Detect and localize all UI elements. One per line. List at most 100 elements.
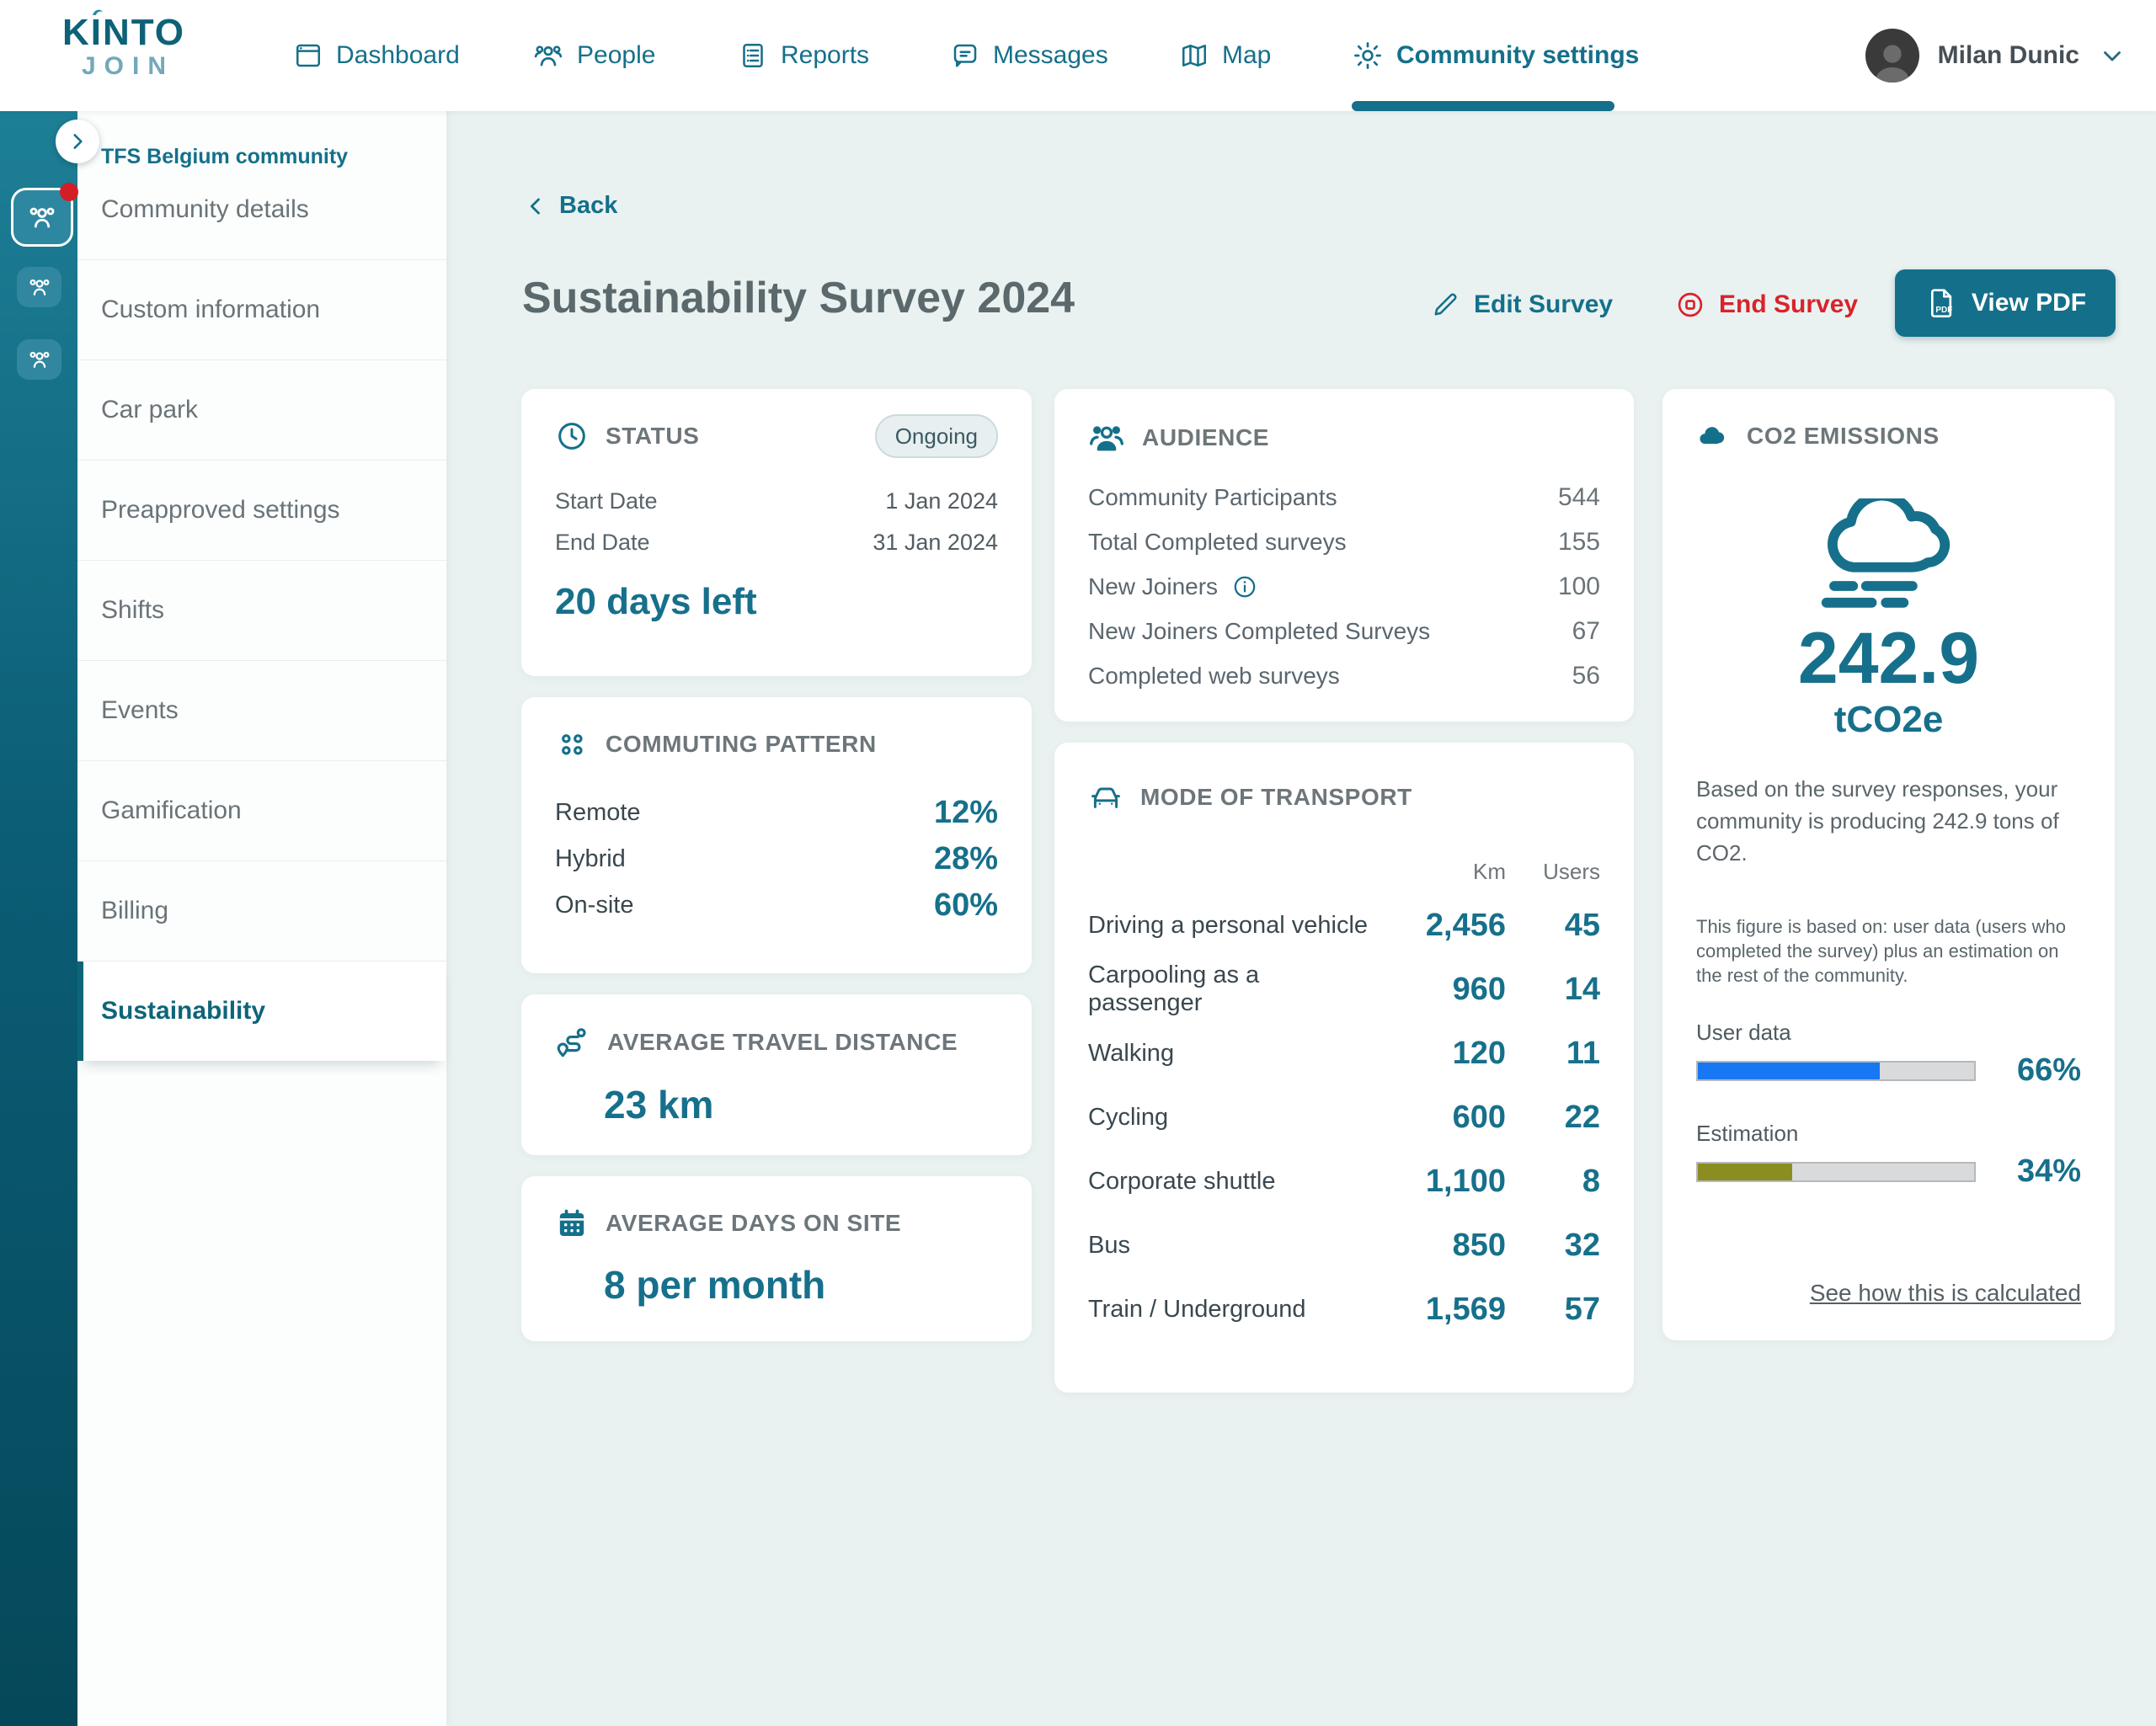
commuting-row-onsite: On-site 60% bbox=[555, 887, 998, 924]
sidebar-collapse-button[interactable] bbox=[56, 120, 99, 163]
commuting-value: 28% bbox=[933, 841, 998, 876]
back-label: Back bbox=[559, 192, 618, 219]
info-icon[interactable] bbox=[1231, 573, 1258, 600]
community-tile-active[interactable] bbox=[11, 183, 78, 247]
status-badge: Ongoing bbox=[874, 414, 998, 458]
kinto-join-logo[interactable]: KINTO JOIN bbox=[61, 9, 187, 81]
back-link[interactable]: Back bbox=[524, 192, 617, 220]
nav-community-settings[interactable]: Community settings bbox=[1352, 0, 1639, 111]
transport-label: Carpooling as a passenger bbox=[1088, 962, 1260, 1016]
notification-dot bbox=[60, 183, 78, 201]
stop-circle-icon bbox=[1678, 292, 1703, 317]
settings-sidebar: TFS Belgium community Community details … bbox=[77, 111, 446, 1726]
user-data-bar-track bbox=[1696, 1060, 1976, 1081]
transport-users: 32 bbox=[1564, 1227, 1600, 1263]
active-nav-underline bbox=[1352, 101, 1614, 111]
estimation-bar-fill bbox=[1698, 1163, 1792, 1180]
audience-value: 100 bbox=[1557, 573, 1600, 600]
logo-swoosh-icon bbox=[92, 9, 103, 15]
main-content: Back Sustainability Survey 2024 Edit Sur… bbox=[446, 111, 2156, 1726]
audience-value: 67 bbox=[1572, 617, 1600, 645]
community-people-icon bbox=[29, 207, 55, 228]
chevron-right-icon bbox=[73, 134, 83, 149]
sidebar-item-shifts[interactable]: Shifts bbox=[77, 561, 446, 661]
sidebar-item-custom-information[interactable]: Custom information bbox=[77, 260, 446, 360]
audience-label: New Joiners bbox=[1088, 573, 1258, 600]
days-title: AVERAGE DAYS ON SITE bbox=[606, 1210, 902, 1236]
commuting-label: Remote bbox=[555, 799, 641, 826]
status-row-start-date: Start Date 1 Jan 2024 bbox=[555, 488, 998, 514]
sidebar-item-billing[interactable]: Billing bbox=[77, 861, 446, 962]
commuting-label: On-site bbox=[555, 892, 634, 919]
user-name: Milan Dunic bbox=[1937, 41, 2079, 69]
transport-column-headers: Km Users bbox=[1088, 859, 1600, 885]
transport-label: Bus bbox=[1088, 1231, 1130, 1259]
edit-survey-label: Edit Survey bbox=[1474, 290, 1614, 318]
column-middle: AUDIENCE Community Participants 544 Tota… bbox=[1054, 389, 1634, 1393]
route-icon bbox=[557, 1028, 586, 1057]
nav-map[interactable]: Map bbox=[1179, 0, 1271, 111]
edit-survey-button[interactable]: Edit Survey bbox=[1430, 271, 1613, 338]
sidebar-item-gamification[interactable]: Gamification bbox=[77, 761, 446, 861]
transport-users: 57 bbox=[1564, 1291, 1600, 1327]
nav-reports[interactable]: Reports bbox=[738, 0, 869, 111]
calendar-icon bbox=[559, 1209, 584, 1236]
transport-km: 600 bbox=[1452, 1099, 1506, 1135]
pencil-icon bbox=[1434, 293, 1457, 316]
community-name[interactable]: TFS Belgium community bbox=[101, 145, 349, 168]
avatar bbox=[1865, 29, 1919, 83]
transport-users: 14 bbox=[1564, 971, 1600, 1007]
sidebar-item-events[interactable]: Events bbox=[77, 661, 446, 761]
status-row-value: 1 Jan 2024 bbox=[885, 488, 998, 514]
user-data-bar-label: User data bbox=[1696, 1020, 1791, 1045]
reports-icon bbox=[743, 43, 763, 68]
view-pdf-button[interactable]: PDF View PDF bbox=[1895, 269, 2116, 337]
community-people-icon bbox=[29, 351, 50, 368]
sidebar-item-sustainability[interactable]: Sustainability bbox=[77, 962, 446, 1061]
audience-value: 56 bbox=[1572, 662, 1600, 690]
messages-icon bbox=[953, 44, 977, 67]
estimation-bar-label: Estimation bbox=[1696, 1121, 1799, 1146]
commuting-title: COMMUTING PATTERN bbox=[606, 731, 877, 757]
column-left: STATUS Ongoing Start Date 1 Jan 2024 End… bbox=[521, 389, 1032, 1341]
sidebar-item-community-details[interactable]: Community details bbox=[77, 160, 446, 260]
transport-users: 45 bbox=[1564, 907, 1600, 943]
transport-users: 11 bbox=[1566, 1035, 1600, 1071]
transport-row-bus: Bus 850 32 bbox=[1088, 1213, 1600, 1277]
estimation-bar-track bbox=[1696, 1161, 1976, 1182]
user-menu[interactable]: Milan Dunic bbox=[1865, 0, 2127, 111]
transport-km: 850 bbox=[1452, 1227, 1506, 1263]
sidebar-item-preapproved-settings[interactable]: Preapproved settings bbox=[77, 461, 446, 561]
nav-messages[interactable]: Messages bbox=[950, 0, 1108, 111]
audience-row-web-surveys: Completed web surveys 56 bbox=[1088, 662, 1600, 690]
status-title: STATUS bbox=[606, 423, 700, 449]
logo-join: JOIN bbox=[81, 52, 175, 80]
nav-people[interactable]: People bbox=[532, 0, 655, 111]
nav-label: Messages bbox=[993, 41, 1108, 69]
mode-of-transport-card: MODE OF TRANSPORT Km Users Driving a per… bbox=[1054, 743, 1634, 1393]
commuting-value: 60% bbox=[933, 887, 998, 923]
end-survey-button[interactable]: End Survey bbox=[1675, 271, 1858, 338]
people-icon bbox=[534, 45, 563, 67]
audience-people-icon bbox=[1090, 426, 1123, 451]
users-column-header: Users bbox=[1543, 859, 1600, 884]
audience-label: New Joiners Completed Surveys bbox=[1088, 618, 1431, 644]
community-tile-3[interactable] bbox=[17, 339, 61, 380]
audience-label: Completed web surveys bbox=[1088, 663, 1340, 689]
transport-row-shuttle: Corporate shuttle 1,100 8 bbox=[1088, 1149, 1600, 1213]
sidebar-item-car-park[interactable]: Car park bbox=[77, 360, 446, 461]
see-how-calculated-link[interactable]: See how this is calculated bbox=[1809, 1280, 2081, 1306]
community-tile-2[interactable] bbox=[17, 267, 61, 307]
car-icon bbox=[1091, 787, 1120, 808]
svg-text:PDF: PDF bbox=[1935, 306, 1952, 315]
transport-row-cycling: Cycling 600 22 bbox=[1088, 1085, 1600, 1149]
transport-row-walking: Walking 120 11 bbox=[1088, 1021, 1600, 1085]
chevron-left-icon bbox=[530, 197, 540, 215]
audience-label: Total Completed surveys bbox=[1088, 529, 1347, 555]
nav-label: Reports bbox=[781, 41, 870, 69]
average-days-on-site-card: AVERAGE DAYS ON SITE 8 per month bbox=[521, 1176, 1032, 1341]
travel-value: 23 km bbox=[604, 1083, 714, 1127]
transport-km: 1,100 bbox=[1425, 1163, 1506, 1199]
transport-label: Driving a personal vehicle bbox=[1088, 911, 1369, 939]
nav-dashboard[interactable]: Dashboard bbox=[293, 0, 460, 111]
